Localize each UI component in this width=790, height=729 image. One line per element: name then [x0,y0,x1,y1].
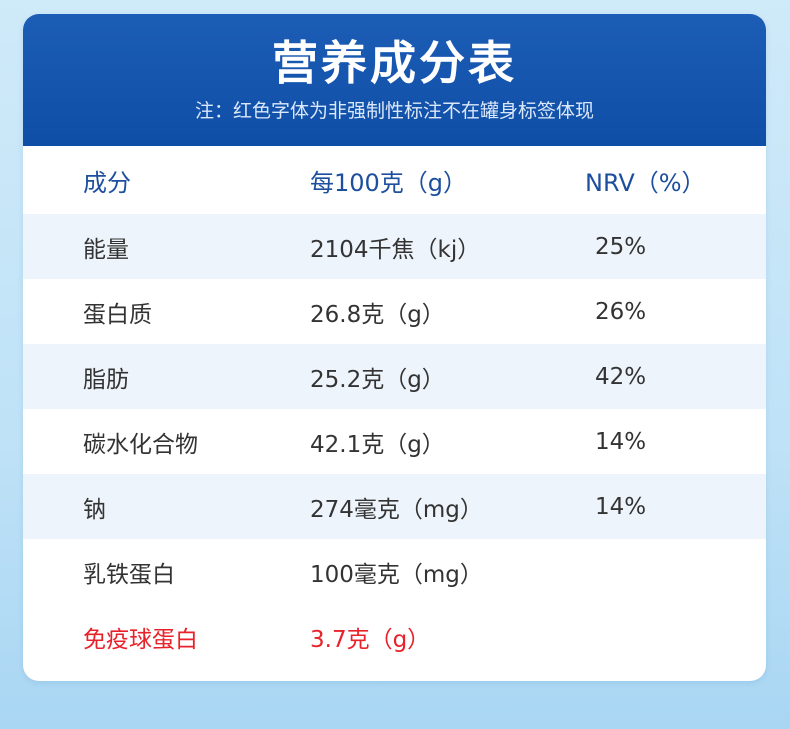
table-row-carbohydrate: 碳水化合物 42.1克（g） 14% [23,409,766,474]
ingredient-name: 碳水化合物 [83,431,198,458]
ingredient-amount: 274毫克（mg） [310,496,483,523]
table-header-banner: 营养成分表 注：红色字体为非强制性标注不在罐身标签体现 [23,14,766,146]
column-header-row: 成分 每100克（g） NRV（%） [23,146,766,214]
ingredient-amount: 26.8克（g） [310,301,445,328]
ingredient-name: 免疫球蛋白 [83,626,198,653]
column-header-per-100g: 每100克（g） [310,168,468,197]
table-row-energy: 能量 2104千焦（kj） 25% [23,214,766,279]
ingredient-nrv: 14% [595,428,647,455]
ingredient-amount: 42.1克（g） [310,431,445,458]
ingredient-nrv: 14% [595,493,647,520]
table-row-fat: 脂肪 25.2克（g） 42% [23,344,766,409]
table-row-sodium: 钠 274毫克（mg） 14% [23,474,766,539]
nutrition-card: 营养成分表 注：红色字体为非强制性标注不在罐身标签体现 成分 每100克（g） … [23,14,766,681]
ingredient-nrv: 26% [595,298,647,325]
ingredient-name: 脂肪 [83,366,129,393]
ingredient-amount: 25.2克（g） [310,366,445,393]
ingredient-amount: 3.7克（g） [310,626,431,653]
ingredient-amount: 100毫克（mg） [310,561,483,588]
page-title: 营养成分表 [272,36,517,90]
table-row-protein: 蛋白质 26.8克（g） 26% [23,279,766,344]
ingredient-name: 蛋白质 [83,301,152,328]
ingredient-nrv: 25% [595,233,647,260]
ingredient-name: 乳铁蛋白 [83,561,175,588]
ingredient-amount: 2104千焦（kj） [310,236,481,263]
header-note: 注：红色字体为非强制性标注不在罐身标签体现 [194,100,594,122]
table-row-lactoferrin: 乳铁蛋白 100毫克（mg） [23,539,766,604]
column-header-ingredient: 成分 [83,168,131,197]
ingredient-name: 能量 [83,236,129,263]
column-header-nrv: NRV（%） [585,168,706,197]
table-row-immunoglobulin: 免疫球蛋白 3.7克（g） [23,604,766,669]
ingredient-name: 钠 [83,496,106,523]
ingredient-nrv: 42% [595,363,647,390]
